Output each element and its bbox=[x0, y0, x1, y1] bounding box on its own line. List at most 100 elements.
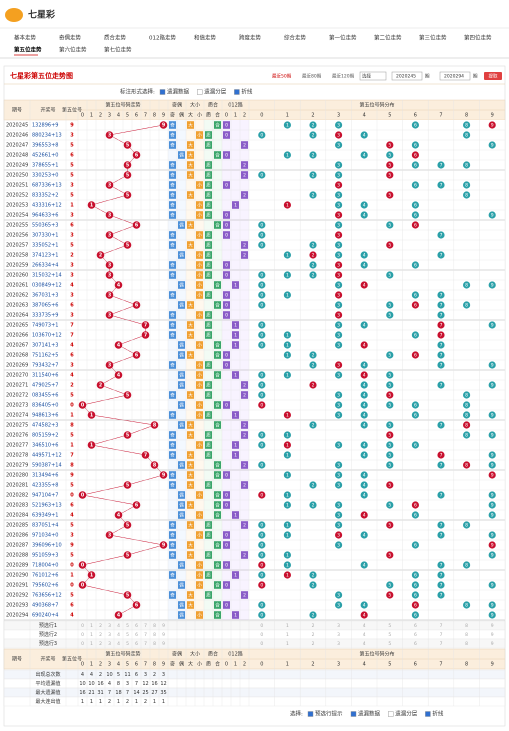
preselect-digit[interactable]: 2 bbox=[312, 632, 315, 638]
preselect-digit[interactable]: 1 bbox=[90, 641, 93, 647]
preselect-digit[interactable]: 3 bbox=[337, 623, 340, 629]
preselect-digit[interactable]: 9 bbox=[491, 632, 494, 638]
input-to[interactable] bbox=[439, 71, 471, 81]
preselect-digit[interactable]: 8 bbox=[153, 632, 156, 638]
nav-tab[interactable]: 第六位走势 bbox=[59, 46, 87, 54]
preselect-digit[interactable]: 2 bbox=[99, 632, 102, 638]
attr-cell bbox=[187, 241, 194, 249]
preselect-digit[interactable]: 7 bbox=[440, 632, 443, 638]
input-from[interactable] bbox=[391, 71, 423, 81]
hit-ball bbox=[150, 461, 159, 469]
preselect-digit[interactable]: 7 bbox=[440, 623, 443, 629]
preselect-digit[interactable]: 9 bbox=[162, 623, 165, 629]
preselect-digit[interactable]: 5 bbox=[388, 623, 391, 629]
preselect-digit[interactable]: 4 bbox=[363, 623, 366, 629]
preselect-digit[interactable]: 8 bbox=[153, 641, 156, 647]
preselect-digit[interactable]: 8 bbox=[465, 632, 468, 638]
nav-tab[interactable]: 第七位走势 bbox=[104, 46, 132, 54]
preselect-digit[interactable]: 0 bbox=[260, 641, 263, 647]
checkbox[interactable] bbox=[234, 89, 240, 95]
attr-cell bbox=[241, 481, 248, 489]
sub-head: 7 bbox=[439, 113, 442, 119]
preselect-digit[interactable]: 0 bbox=[81, 641, 84, 647]
preselect-digit[interactable]: 7 bbox=[144, 632, 147, 638]
preselect-digit[interactable]: 3 bbox=[337, 641, 340, 647]
preselect-digit[interactable]: 5 bbox=[126, 641, 129, 647]
preselect-digit[interactable]: 4 bbox=[117, 632, 120, 638]
preselect-digit[interactable]: 6 bbox=[135, 623, 138, 629]
checkbox[interactable] bbox=[196, 89, 203, 95]
nav-tab[interactable]: 第四位走势 bbox=[464, 34, 492, 42]
preselect-digit[interactable]: 0 bbox=[81, 623, 84, 629]
preselect-digit[interactable]: 1 bbox=[90, 623, 93, 629]
checkbox[interactable] bbox=[425, 711, 431, 717]
nav-tab[interactable]: 012路走势 bbox=[149, 34, 176, 42]
nav-tab[interactable]: 第三位走势 bbox=[419, 34, 447, 42]
preselect-digit[interactable]: 0 bbox=[260, 632, 263, 638]
preselect-digit[interactable]: 9 bbox=[491, 623, 494, 629]
preselect-digit[interactable]: 5 bbox=[388, 632, 391, 638]
preselect-digit[interactable]: 6 bbox=[414, 623, 417, 629]
checkbox[interactable] bbox=[350, 711, 357, 717]
nav-tab[interactable]: 奇偶走势 bbox=[59, 34, 82, 42]
stats-label: 出现总次数 bbox=[35, 671, 60, 678]
nav-tab[interactable]: 基本走势 bbox=[14, 34, 37, 42]
preselect-digit[interactable]: 4 bbox=[117, 623, 120, 629]
preselect-digit[interactable]: 2 bbox=[99, 641, 102, 647]
nav-tab[interactable]: 跨度走势 bbox=[239, 34, 262, 42]
preselect-digit[interactable]: 1 bbox=[286, 632, 289, 638]
preselect-digit[interactable]: 1 bbox=[286, 623, 289, 629]
preselect-digit[interactable]: 3 bbox=[108, 623, 111, 629]
preselect-digit[interactable]: 7 bbox=[144, 623, 147, 629]
preselect-digit[interactable]: 5 bbox=[126, 623, 129, 629]
nav-tab[interactable]: 质合走势 bbox=[104, 34, 127, 42]
preselect-digit[interactable]: 9 bbox=[162, 632, 165, 638]
preselect-digit[interactable]: 0 bbox=[81, 632, 84, 638]
preselect-digit[interactable]: 4 bbox=[363, 632, 366, 638]
attr-cell bbox=[187, 461, 194, 469]
preselect-digit[interactable]: 5 bbox=[126, 632, 129, 638]
dist-ball bbox=[335, 141, 343, 149]
checkbox[interactable] bbox=[159, 89, 166, 95]
attr-text: 大 bbox=[188, 302, 193, 309]
preselect-digit[interactable]: 8 bbox=[465, 623, 468, 629]
preselect-digit[interactable]: 4 bbox=[363, 641, 366, 647]
preselect-digit[interactable]: 7 bbox=[440, 641, 443, 647]
submit-button[interactable] bbox=[484, 72, 502, 80]
preselect-digit[interactable]: 8 bbox=[465, 641, 468, 647]
preselect-digit[interactable]: 3 bbox=[108, 632, 111, 638]
select-box[interactable] bbox=[359, 71, 387, 81]
checkbox[interactable] bbox=[307, 711, 314, 717]
nav-tab[interactable]: 第二位走势 bbox=[374, 34, 402, 42]
preselect-digit[interactable]: 9 bbox=[162, 641, 165, 647]
attr-cell bbox=[196, 411, 203, 419]
preselect-digit[interactable]: 2 bbox=[312, 641, 315, 647]
recent-link[interactable]: 最近50期 bbox=[272, 73, 292, 80]
preselect-digit[interactable]: 6 bbox=[135, 641, 138, 647]
preselect-digit[interactable]: 2 bbox=[99, 623, 102, 629]
nav-tab[interactable]: 综合走势 bbox=[284, 34, 307, 42]
preselect-digit[interactable]: 2 bbox=[312, 623, 315, 629]
attr-text: 奇 bbox=[170, 572, 175, 579]
nav-tab[interactable]: 第一位走势 bbox=[329, 34, 357, 42]
nav-tab[interactable]: 和值走势 bbox=[194, 34, 217, 42]
preselect-digit[interactable]: 3 bbox=[108, 641, 111, 647]
preselect-digit[interactable]: 1 bbox=[286, 641, 289, 647]
attr-cell bbox=[214, 301, 221, 309]
preselect-digit[interactable]: 5 bbox=[388, 641, 391, 647]
recent-link[interactable]: 最近120期 bbox=[332, 73, 355, 80]
preselect-digit[interactable]: 4 bbox=[117, 641, 120, 647]
checkbox[interactable] bbox=[388, 711, 394, 717]
preselect-digit[interactable]: 6 bbox=[135, 632, 138, 638]
preselect-digit[interactable]: 9 bbox=[491, 641, 494, 647]
preselect-digit[interactable]: 1 bbox=[90, 632, 93, 638]
preselect-digit[interactable]: 6 bbox=[414, 632, 417, 638]
nav-tab[interactable]: 第五位走势 bbox=[14, 46, 42, 54]
preselect-digit[interactable]: 3 bbox=[337, 632, 340, 638]
preselect-digit[interactable]: 8 bbox=[153, 623, 156, 629]
preselect-digit[interactable]: 0 bbox=[260, 623, 263, 629]
recent-link[interactable]: 最近80期 bbox=[302, 73, 322, 80]
dist-digit: 7 bbox=[440, 183, 443, 189]
preselect-digit[interactable]: 7 bbox=[144, 641, 147, 647]
preselect-digit[interactable]: 6 bbox=[414, 641, 417, 647]
